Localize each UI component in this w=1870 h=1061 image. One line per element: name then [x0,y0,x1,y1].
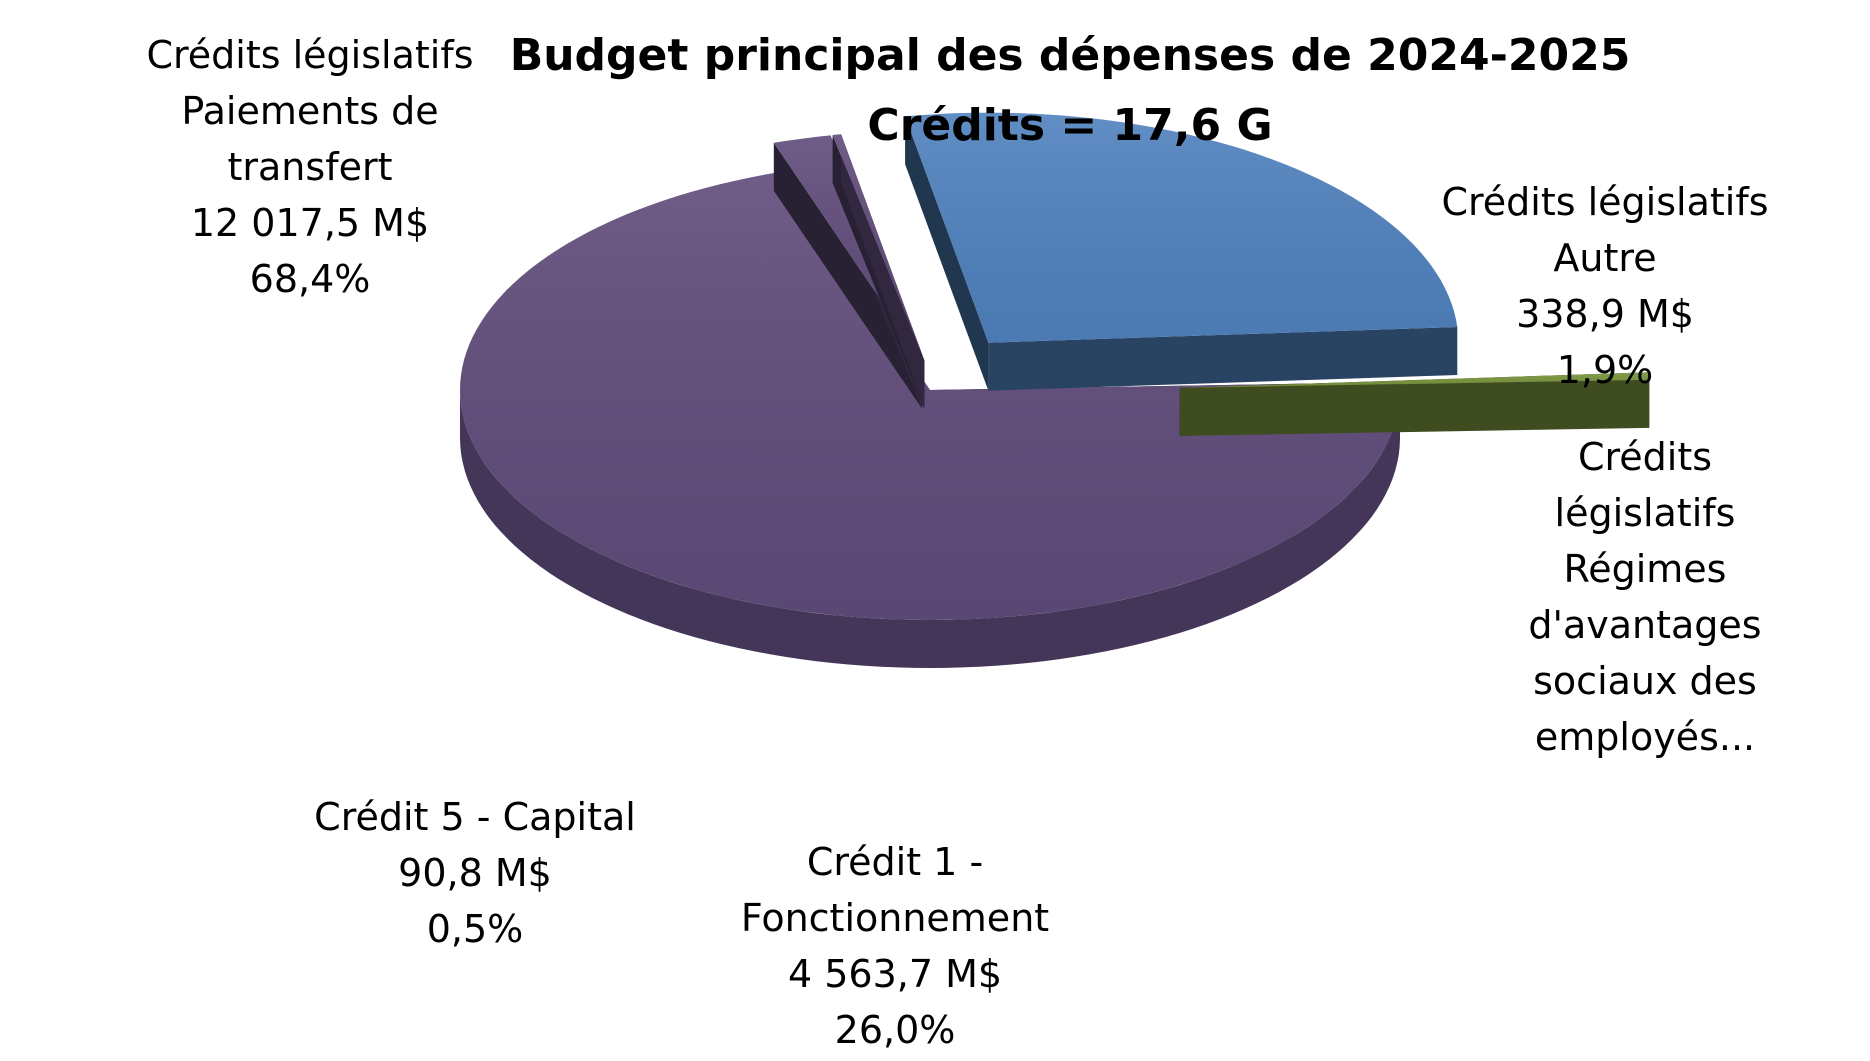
slice-label-line: Crédits [1578,435,1712,479]
pie-slice-0 [460,171,1400,668]
slice-label-line: Crédit 5 - Capital [314,795,636,839]
slice-label-line: Crédits législatifs [146,33,473,77]
slice-label-line: 26,0% [835,1008,956,1052]
slice-label-1: Crédits législatifs Autre 338,9 M$ 1,9% [1441,180,1768,392]
slice-label-line: 4 563,7 M$ [788,952,1002,996]
slice-label-2: Crédits législatifs Régimes d'avantages soci… [1528,435,1761,759]
slice-label-3: Crédit 1 - Fonctionnement 4 563,7 M$ 26,0% [741,840,1049,1052]
slice-label-line: 12 017,5 M$ [191,201,429,245]
slice-label-line: 90,8 M$ [398,851,552,895]
slice-side-face [988,327,1458,391]
slice-side-face [905,116,989,391]
slice-label-line: sociaux des [1533,659,1757,703]
slice-label-line: législatifs [1555,491,1736,535]
slice-label-line: 1,9% [1557,348,1654,392]
slice-label-line: d'avantages [1528,603,1761,647]
labels-layer: Crédits législatifs Paiements de transfert… [146,33,1768,1052]
chart-subtitle: Crédits = 17,6 G [867,100,1272,151]
slices-layer [460,112,1650,668]
slice-label-line: Paiements de [181,89,438,133]
slice-shine [460,171,1400,621]
slice-shine [1179,372,1650,388]
slice-shine [832,134,925,361]
slice-rim [460,390,1400,668]
slice-label-line: 338,9 M$ [1516,292,1694,336]
pie-slice-4 [1179,372,1650,436]
pie-slice-3 [905,112,1458,391]
slice-label-0: Crédits législatifs Paiements de transfert… [146,33,473,301]
slice-label-line: 68,4% [250,257,371,301]
slice-label-line: Fonctionnement [741,896,1049,940]
slice-shine [905,112,1458,343]
slice-label-line: 0,5% [427,907,524,951]
slice-side-face [1179,379,1650,436]
pie-slice-2 [832,134,925,409]
slice-label-4: Crédit 5 - Capital 90,8 M$ 0,5% [314,795,636,951]
slice-label-line: transfert [228,145,393,189]
chart-title: Budget principal des dépenses de 2024-20… [510,30,1631,81]
slice-label-line: Crédit 1 - [807,840,983,884]
slice-label-line: Crédits législatifs [1441,180,1768,224]
slice-label-line: employés... [1535,715,1755,759]
slice-label-line: Régimes [1564,547,1727,591]
slice-side-face [773,142,923,410]
slice-label-line: Autre [1553,236,1656,280]
